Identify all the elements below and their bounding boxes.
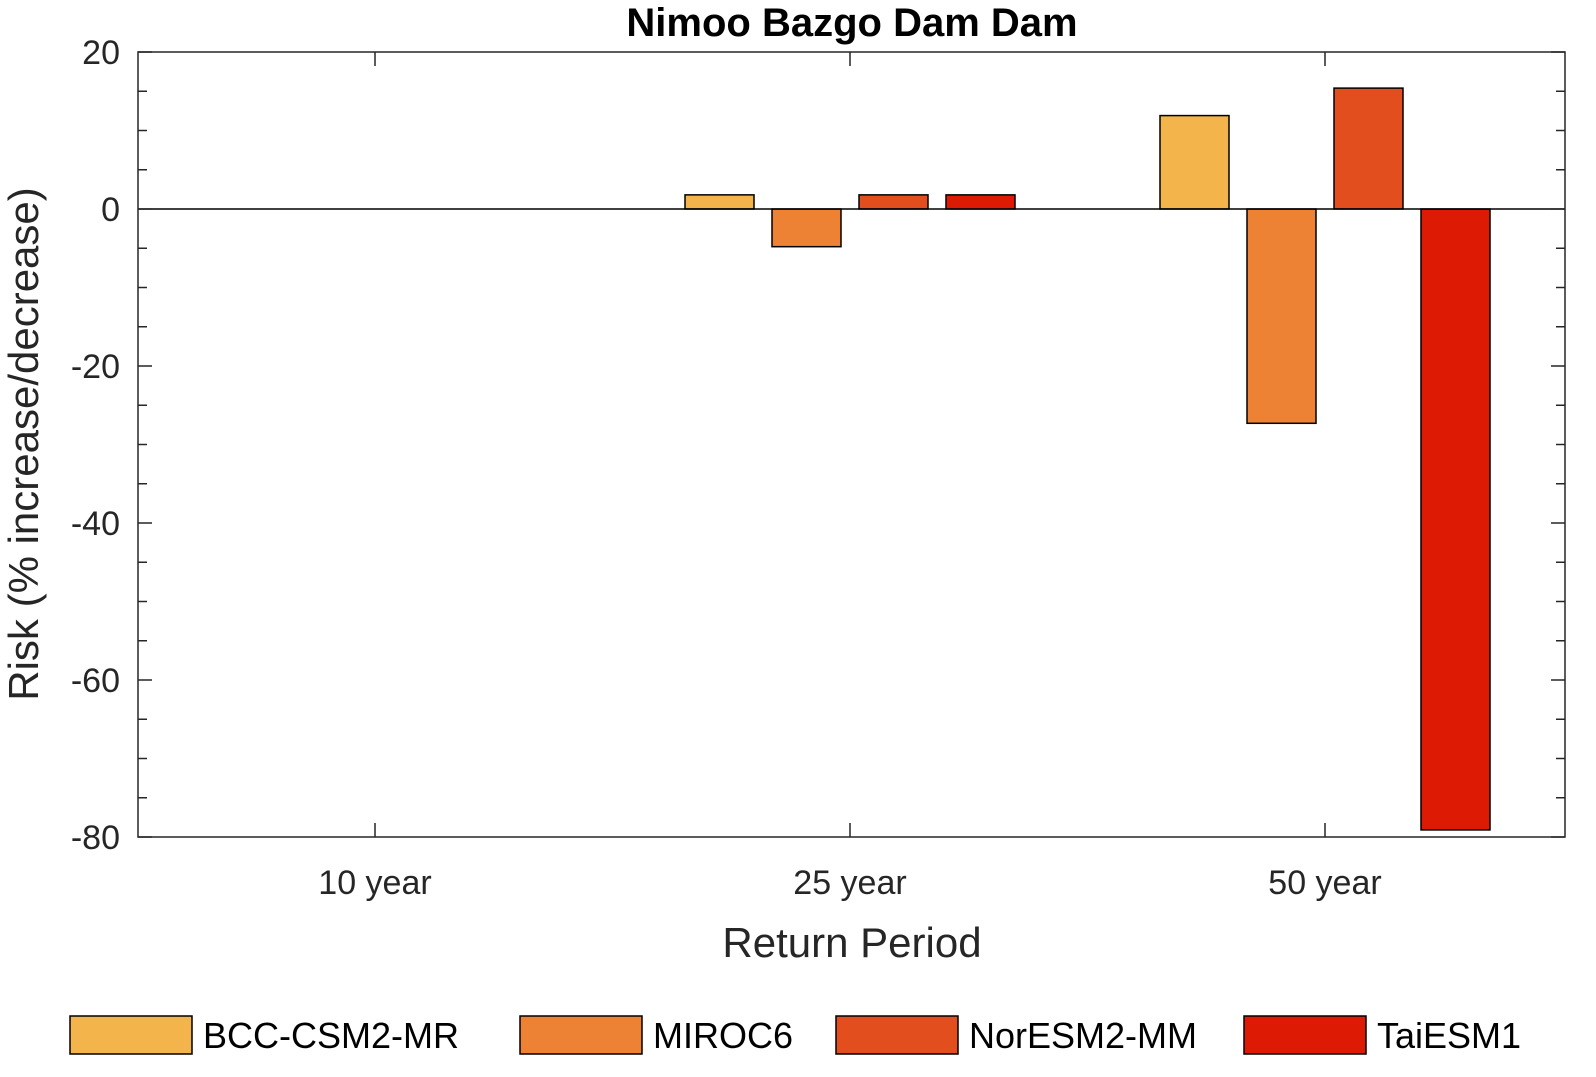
legend-swatch bbox=[1243, 1015, 1367, 1055]
bar-miroc6-50-year bbox=[1246, 208, 1317, 425]
legend: BCC-CSM2-MR MIROC6 NorESM2-MM TaiESM1 bbox=[69, 1015, 1521, 1056]
legend-item: MIROC6 bbox=[519, 1015, 793, 1056]
x-axis-label: Return Period bbox=[722, 919, 981, 966]
legend-label: MIROC6 bbox=[653, 1015, 793, 1056]
axes: 20 0 -20 -40 -60 -80 10 year 25 year 50 year bbox=[71, 34, 1566, 902]
legend-swatch bbox=[519, 1015, 643, 1055]
y-tick-label: 20 bbox=[82, 34, 120, 72]
x-tick-label: 25 year bbox=[793, 864, 906, 902]
y-tick-label: -60 bbox=[71, 662, 120, 700]
x-tick-label: 50 year bbox=[1268, 864, 1381, 902]
bar-bcc-csm2-mr-50-year bbox=[1159, 114, 1230, 210]
legend-item: TaiESM1 bbox=[1243, 1015, 1521, 1056]
chart-title: Nimoo Bazgo Dam Dam bbox=[626, 1, 1077, 45]
legend-label: TaiESM1 bbox=[1377, 1015, 1521, 1056]
bar-taiesm1-25-year bbox=[945, 194, 1016, 210]
bar-noresm2-mm-50-year bbox=[1333, 87, 1404, 210]
legend-label: NorESM2-MM bbox=[969, 1015, 1197, 1056]
x-tick-label: 10 year bbox=[318, 864, 431, 902]
y-tick-label: -20 bbox=[71, 348, 120, 386]
bar-bcc-csm2-mr-25-year bbox=[684, 194, 755, 210]
bars-layer bbox=[684, 87, 1491, 831]
y-tick-label: 0 bbox=[101, 191, 120, 229]
bar-taiesm1-50-year bbox=[1420, 208, 1491, 831]
bar-noresm2-mm-25-year bbox=[858, 194, 929, 210]
legend-label: BCC-CSM2-MR bbox=[203, 1015, 459, 1056]
y-tick-label: -40 bbox=[71, 505, 120, 543]
y-axis-label: Risk (% increase/decrease) bbox=[0, 187, 47, 701]
legend-swatch bbox=[69, 1015, 193, 1055]
legend-swatch bbox=[835, 1015, 959, 1055]
bar-miroc6-25-year bbox=[771, 208, 842, 248]
y-tick-label: -80 bbox=[71, 819, 120, 857]
legend-item: NorESM2-MM bbox=[835, 1015, 1197, 1056]
legend-item: BCC-CSM2-MR bbox=[69, 1015, 459, 1056]
